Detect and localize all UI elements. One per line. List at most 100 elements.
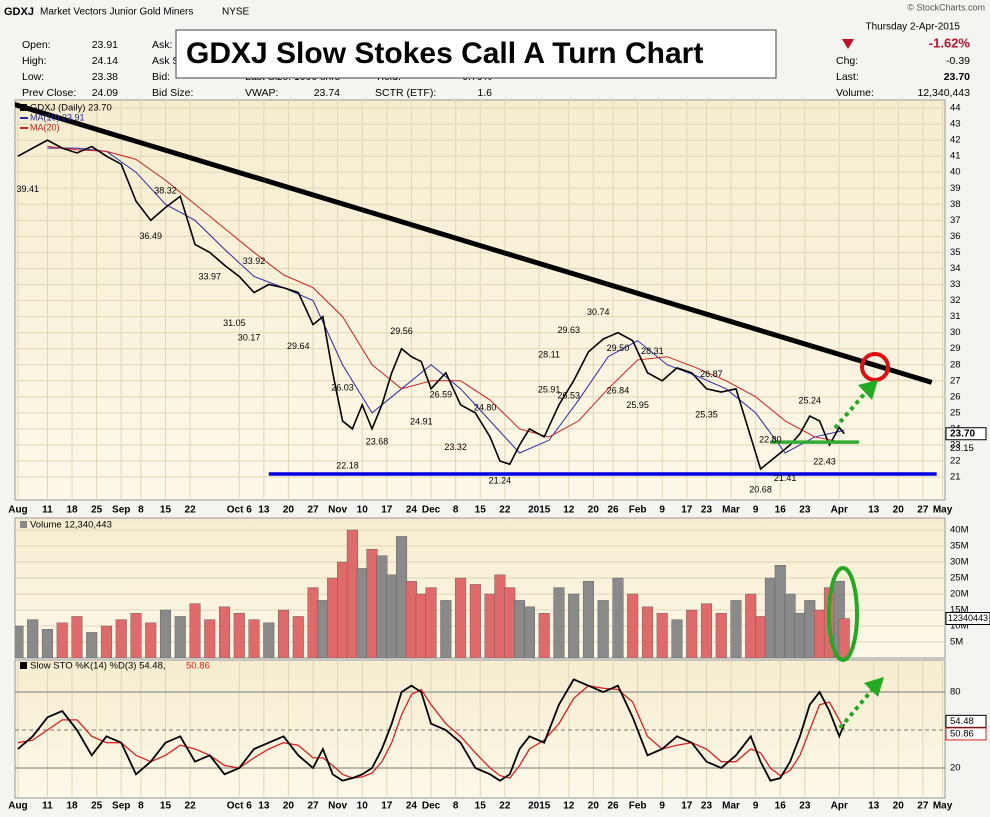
price-annotation: 29.50 [607,343,630,353]
volume-bar [814,609,826,658]
price-annotation: 25.91 [538,385,561,395]
arrow-head [858,380,878,400]
volume-bar [337,561,349,658]
y-tick-label: 23 [950,439,961,450]
field-label: Bid Size: [152,87,193,99]
ma-tag: 23.15 [950,443,974,454]
x-tick-label: 17 [381,505,393,516]
exchange: NYSE [222,7,250,18]
x-tick-label: 27 [307,801,319,812]
x-tick-label: 23 [799,505,811,516]
volume-bar [715,613,727,658]
volume-bar [415,593,427,658]
y-tick-label: 39 [950,183,961,194]
sto-line [17,678,846,782]
x-tick-label: 20 [893,505,905,516]
price-annotation: 26.03 [331,383,354,393]
volume-bar [504,587,516,658]
x-tick-label: Aug [8,801,27,812]
volume-bar [292,616,304,658]
price-annotation: 25.24 [798,395,821,405]
field-label: SCTR (ETF): [375,87,436,99]
x-tick-label: 18 [66,505,78,516]
price-annotation: 30.17 [238,332,261,342]
volume-bar [568,593,580,658]
x-tick-label: 26 [607,505,619,516]
ma-line [47,147,845,454]
volume-bar [686,609,698,658]
sto-line [17,685,845,779]
x-tick-label: 16 [775,801,787,812]
x-tick-label: 15 [475,801,487,812]
price-annotation: 36.49 [139,231,162,241]
volume-bar [130,613,142,658]
field-label: Low: [22,71,44,83]
legend: GDXJ (Daily) 23.70 [30,103,112,114]
x-tick-label: 13 [258,505,270,516]
last-tag [945,427,987,441]
x-tick-label: May [933,505,953,516]
x-tick-label: 22 [499,505,511,516]
sto-tag [945,727,987,741]
volume-bar [27,619,39,658]
x-tick-label: 9 [753,801,759,812]
y-tick-label: 31 [950,311,961,322]
y-tick-label: 36 [950,231,961,242]
volume-bar [86,632,98,658]
turn-circle [860,352,890,382]
volume-bar [405,581,417,658]
field-label: Ask: [152,39,172,51]
volume-bar [174,616,186,658]
y-tick-label: 30M [950,557,969,568]
x-tick-label: 9 [753,505,759,516]
legend: 50.86 [186,661,210,672]
volume-tag-label: 12340443 [948,613,988,623]
y-tick-label: 5M [950,637,963,648]
price-annotation: 22.80 [759,435,782,445]
x-tick-label: 11 [42,505,53,516]
y-tick-label: 26 [950,391,961,402]
y-tick-label: 32 [950,295,961,306]
field-value: 1.6 [477,87,492,99]
y-tick-label: 10M [950,621,969,632]
x-tick-label: 20 [283,505,295,516]
x-tick-label: 12 [563,505,575,516]
price-annotation: 24.91 [410,417,433,427]
field-label: VWAP: [245,87,278,99]
volume-bar [71,616,83,658]
x-tick-label: 8 [453,505,459,516]
x-tick-label: Apr [831,505,848,516]
price-annotation: 22.18 [336,460,359,470]
volume-bar [263,622,275,658]
field-value: 23.91 [92,39,118,51]
price-annotation: 23.68 [366,436,389,446]
x-tick-label: 10 [357,801,369,812]
volume-ellipse [827,566,859,662]
field-value: 24.09 [92,87,118,99]
volume-bar [455,577,467,658]
volume-bar [553,587,565,658]
sto-tag [945,714,987,728]
field-value: 23.38 [92,71,118,83]
price-annotation: 21.41 [774,473,797,483]
field-value: -0.39 [946,55,970,67]
x-tick-label: 20 [588,801,600,812]
y-tick-label: 33 [950,279,961,290]
y-tick-label: 22 [950,456,961,467]
x-tick-label: 8 [138,801,144,812]
x-tick-label: 27 [917,801,929,812]
y-tick-label: 38 [950,199,961,210]
volume-bar [366,549,378,658]
price-annotation: 29.64 [287,341,310,351]
volume-bar [494,574,506,658]
volume-bar [612,577,624,658]
field-label: Last: [836,71,859,83]
x-tick-label: 22 [185,505,197,516]
volume-bar [597,600,609,658]
x-tick-label: Mar [722,801,740,812]
ma-line [47,146,845,444]
price-annotation: 21.24 [489,476,512,486]
price-annotation: 30.74 [587,307,610,317]
x-tick-label: Aug [8,505,27,516]
